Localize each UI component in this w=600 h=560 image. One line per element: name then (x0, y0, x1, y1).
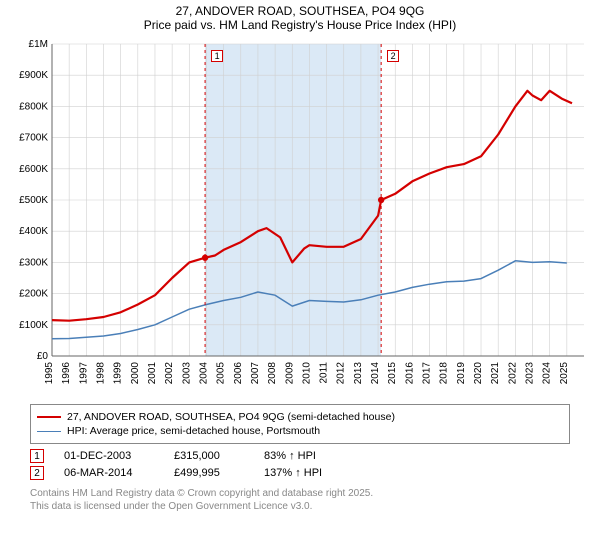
svg-text:1995: 1995 (44, 362, 55, 385)
sale-marker-box: 2 (30, 466, 44, 480)
svg-text:1998: 1998 (95, 362, 106, 385)
svg-text:2012: 2012 (336, 362, 347, 385)
sale-price: £315,000 (174, 450, 244, 462)
svg-text:2001: 2001 (147, 362, 158, 385)
svg-text:2018: 2018 (439, 362, 450, 385)
svg-text:£500K: £500K (19, 195, 48, 206)
sale-pct: 83% ↑ HPI (264, 450, 316, 462)
svg-text:2019: 2019 (456, 362, 467, 385)
sale-marker-label: 1 (211, 50, 223, 62)
svg-text:£400K: £400K (19, 226, 48, 237)
svg-text:2002: 2002 (164, 362, 175, 385)
svg-text:£1M: £1M (29, 39, 48, 50)
title-address: 27, ANDOVER ROAD, SOUTHSEA, PO4 9QG (0, 4, 600, 18)
svg-text:1996: 1996 (61, 362, 72, 385)
svg-text:£900K: £900K (19, 70, 48, 81)
sale-row: 2 06-MAR-2014 £499,995 137% ↑ HPI (30, 466, 570, 480)
svg-text:2022: 2022 (507, 362, 518, 385)
svg-text:2005: 2005 (216, 362, 227, 385)
sale-pct: 137% ↑ HPI (264, 467, 322, 479)
svg-text:2003: 2003 (181, 362, 192, 385)
svg-text:£600K: £600K (19, 164, 48, 175)
svg-text:2024: 2024 (542, 362, 553, 385)
svg-text:2007: 2007 (250, 362, 261, 385)
footer-line1: Contains HM Land Registry data © Crown c… (30, 487, 570, 500)
legend: 27, ANDOVER ROAD, SOUTHSEA, PO4 9QG (sem… (30, 404, 570, 444)
svg-text:£100K: £100K (19, 320, 48, 331)
sale-date: 01-DEC-2003 (64, 450, 154, 462)
svg-text:£0: £0 (37, 351, 49, 362)
svg-text:2014: 2014 (370, 362, 381, 385)
svg-text:2017: 2017 (422, 362, 433, 385)
svg-text:1997: 1997 (78, 362, 89, 385)
chart-area: £0 £100K £200K £300K £400K £500K £600K £700K £80… (8, 38, 592, 398)
svg-text:2010: 2010 (301, 362, 312, 385)
svg-text:2008: 2008 (267, 362, 278, 385)
svg-text:£800K: £800K (19, 101, 48, 112)
legend-swatch (37, 416, 61, 418)
legend-row: HPI: Average price, semi-detached house,… (37, 425, 563, 437)
svg-text:2020: 2020 (473, 362, 484, 385)
sale-marker-label: 2 (387, 50, 399, 62)
legend-text: HPI: Average price, semi-detached house,… (67, 425, 320, 437)
svg-text:2000: 2000 (130, 362, 141, 385)
svg-text:2016: 2016 (404, 362, 415, 385)
legend-row: 27, ANDOVER ROAD, SOUTHSEA, PO4 9QG (sem… (37, 411, 563, 423)
footer: Contains HM Land Registry data © Crown c… (30, 487, 570, 513)
svg-text:2015: 2015 (387, 362, 398, 385)
sale-row: 1 01-DEC-2003 £315,000 83% ↑ HPI (30, 449, 570, 463)
svg-text:2021: 2021 (490, 362, 501, 385)
svg-text:2006: 2006 (233, 362, 244, 385)
sale-marker-box: 1 (30, 449, 44, 463)
svg-text:£200K: £200K (19, 289, 48, 300)
svg-text:2011: 2011 (319, 362, 330, 384)
title-subtitle: Price paid vs. HM Land Registry's House … (0, 18, 600, 32)
legend-swatch (37, 431, 61, 432)
chart-svg: £0 £100K £200K £300K £400K £500K £600K £700K £80… (8, 38, 592, 398)
chart-title: 27, ANDOVER ROAD, SOUTHSEA, PO4 9QG Pric… (0, 0, 600, 34)
svg-text:2023: 2023 (525, 362, 536, 385)
svg-text:2013: 2013 (353, 362, 364, 385)
svg-text:2025: 2025 (559, 362, 570, 385)
svg-text:£700K: £700K (19, 133, 48, 144)
sale-price: £499,995 (174, 467, 244, 479)
svg-text:2009: 2009 (284, 362, 295, 385)
svg-text:2004: 2004 (198, 362, 209, 385)
sale-date: 06-MAR-2014 (64, 467, 154, 479)
legend-text: 27, ANDOVER ROAD, SOUTHSEA, PO4 9QG (sem… (67, 411, 395, 423)
svg-text:1999: 1999 (113, 362, 124, 385)
footer-line2: This data is licensed under the Open Gov… (30, 500, 570, 513)
svg-text:£300K: £300K (19, 257, 48, 268)
